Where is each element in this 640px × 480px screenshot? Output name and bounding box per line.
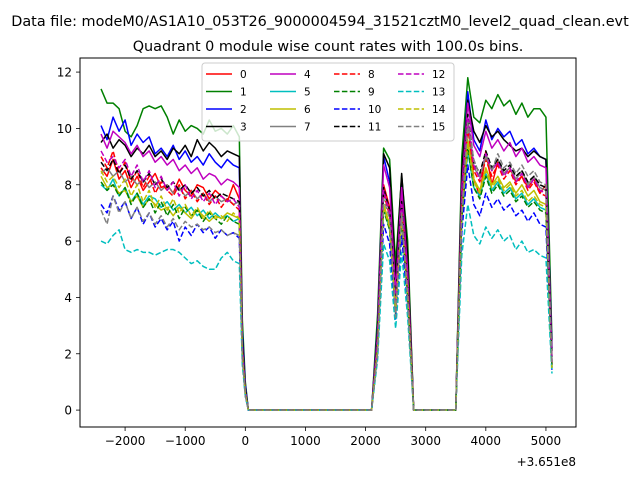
legend-label-8: 8 — [368, 69, 375, 81]
legend-label-10: 10 — [368, 104, 381, 116]
legend-label-12: 12 — [432, 69, 445, 81]
legend-label-6: 6 — [304, 104, 311, 116]
legend-frame — [201, 62, 455, 142]
x-tick-label: 4000 — [471, 434, 502, 448]
x-tick-label: 2000 — [350, 434, 381, 448]
legend-label-7: 7 — [304, 122, 311, 134]
series-line-14 — [100, 141, 553, 411]
x-tick-label: 1000 — [290, 434, 321, 448]
series-line-5 — [100, 150, 553, 411]
series-line-4 — [100, 102, 553, 411]
legend-label-5: 5 — [304, 87, 311, 99]
y-tick-label: 10 — [57, 122, 72, 136]
y-tick-label: 4 — [64, 291, 72, 305]
series-line-3 — [100, 99, 553, 411]
legend-label-13: 13 — [432, 87, 445, 99]
plot-frame — [79, 57, 577, 428]
legend-label-9: 9 — [368, 87, 375, 99]
x-tick-label: 0 — [242, 434, 250, 448]
series-line-7 — [100, 124, 553, 411]
y-tick-label: 2 — [64, 347, 72, 361]
y-tick-label: 6 — [64, 235, 72, 249]
x-tick-label: −1000 — [165, 434, 206, 448]
legend-label-4: 4 — [304, 69, 311, 81]
legend-label-0: 0 — [240, 69, 247, 81]
series-line-15 — [100, 122, 553, 411]
series-line-11 — [100, 113, 553, 411]
legend-label-14: 14 — [432, 104, 446, 116]
y-tick-label: 12 — [57, 66, 72, 80]
x-axis: −2000 −1000 0 1000 2000 3000 4000 5000 — [105, 427, 561, 448]
legend-label-1: 1 — [240, 87, 247, 99]
y-tick-label: 0 — [64, 404, 72, 418]
x-tick-label: −2000 — [105, 434, 146, 448]
legend-label-2: 2 — [240, 104, 247, 116]
series-line-13 — [100, 203, 553, 411]
plot-lines — [100, 76, 553, 411]
x-tick-label: 3000 — [410, 434, 441, 448]
series-line-10 — [100, 164, 553, 411]
figure-suptitle: Data file: modeM0/AS1A10_053T26_90000045… — [11, 14, 629, 30]
chart-title: Quadrant 0 module wise count rates with … — [133, 39, 524, 55]
y-axis: 0 2 4 6 8 10 12 — [57, 66, 80, 418]
legend-label-15: 15 — [432, 122, 445, 134]
y-tick-label: 8 — [64, 178, 72, 192]
x-offset-label: +3.651e8 — [517, 455, 576, 469]
x-tick-label: 5000 — [531, 434, 562, 448]
legend-label-11: 11 — [368, 122, 381, 134]
legend-label-3: 3 — [240, 122, 247, 134]
